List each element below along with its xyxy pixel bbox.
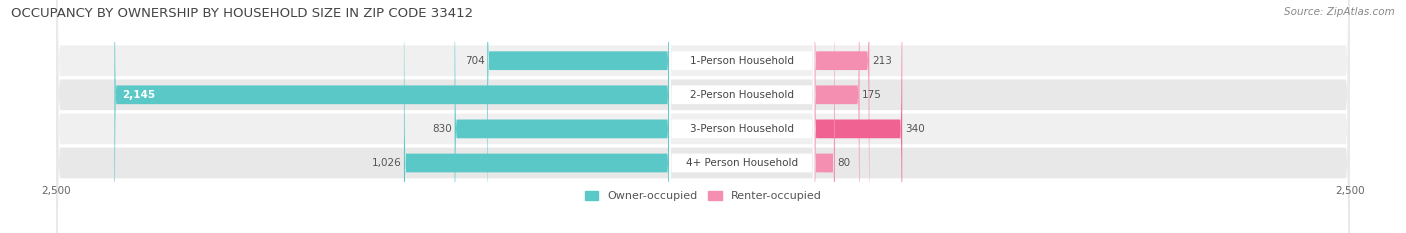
FancyBboxPatch shape — [669, 0, 814, 233]
FancyBboxPatch shape — [404, 0, 669, 233]
Text: 2-Person Household: 2-Person Household — [690, 90, 794, 100]
Text: 2,145: 2,145 — [122, 90, 155, 100]
Text: 175: 175 — [862, 90, 882, 100]
Text: 3-Person Household: 3-Person Household — [690, 124, 794, 134]
FancyBboxPatch shape — [814, 0, 903, 233]
FancyBboxPatch shape — [669, 0, 814, 233]
Text: 340: 340 — [905, 124, 925, 134]
FancyBboxPatch shape — [814, 0, 835, 233]
Text: 4+ Person Household: 4+ Person Household — [686, 158, 797, 168]
Legend: Owner-occupied, Renter-occupied: Owner-occupied, Renter-occupied — [585, 191, 821, 201]
FancyBboxPatch shape — [56, 0, 1350, 233]
FancyBboxPatch shape — [669, 0, 814, 233]
Text: Source: ZipAtlas.com: Source: ZipAtlas.com — [1284, 7, 1395, 17]
FancyBboxPatch shape — [669, 0, 814, 233]
FancyBboxPatch shape — [488, 0, 669, 233]
FancyBboxPatch shape — [56, 0, 1350, 233]
Text: OCCUPANCY BY OWNERSHIP BY HOUSEHOLD SIZE IN ZIP CODE 33412: OCCUPANCY BY OWNERSHIP BY HOUSEHOLD SIZE… — [11, 7, 474, 20]
FancyBboxPatch shape — [454, 0, 669, 233]
FancyBboxPatch shape — [114, 0, 669, 233]
Text: 213: 213 — [872, 56, 891, 66]
Text: 1-Person Household: 1-Person Household — [690, 56, 794, 66]
FancyBboxPatch shape — [814, 0, 859, 233]
Text: 80: 80 — [838, 158, 851, 168]
FancyBboxPatch shape — [56, 0, 1350, 233]
FancyBboxPatch shape — [56, 0, 1350, 233]
Text: 830: 830 — [432, 124, 453, 134]
Text: 704: 704 — [465, 56, 485, 66]
Text: 1,026: 1,026 — [371, 158, 401, 168]
FancyBboxPatch shape — [814, 0, 869, 233]
